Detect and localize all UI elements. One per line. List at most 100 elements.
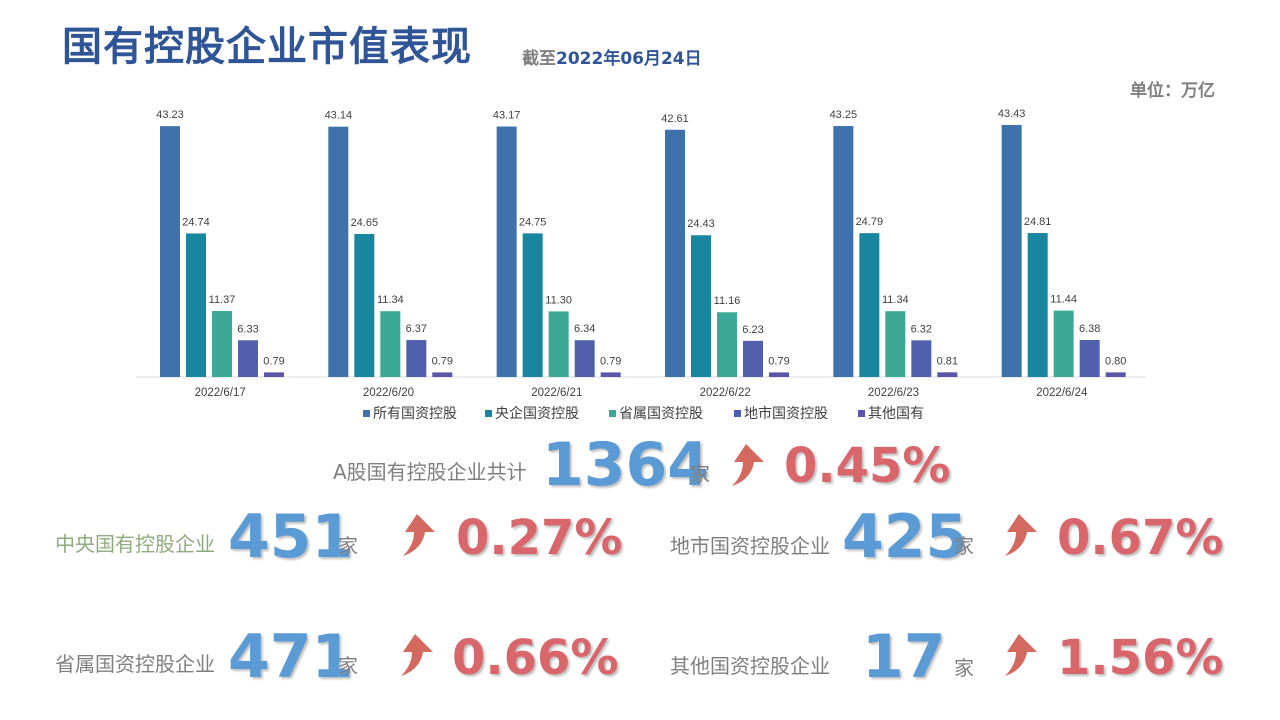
legend-swatch bbox=[609, 410, 616, 417]
bar bbox=[212, 311, 232, 377]
bar bbox=[1053, 310, 1074, 377]
province-unit: 家 bbox=[338, 654, 358, 678]
city-label: 地市国资控股企业 bbox=[670, 534, 830, 558]
legend-swatch bbox=[363, 410, 370, 417]
city-change: 0.67% bbox=[1057, 510, 1224, 566]
data-label: 24.74 bbox=[182, 216, 210, 228]
total-count: 1364 bbox=[542, 430, 709, 500]
data-label: 24.65 bbox=[351, 217, 379, 229]
other-label: 其他国资控股企业 bbox=[670, 654, 830, 678]
market-cap-bar-chart: 43.23 24.74 11.37 6.33 0.79 2022/6/17 43.14 24.… bbox=[136, 108, 1146, 422]
city-unit: 家 bbox=[954, 534, 974, 558]
bar bbox=[354, 233, 375, 377]
x-tick-label: 2022/6/21 bbox=[531, 387, 582, 399]
data-label: 0.79 bbox=[600, 355, 621, 367]
data-label: 0.79 bbox=[263, 355, 284, 367]
legend-label: 其他国有 bbox=[868, 406, 924, 422]
total-unit: 家 bbox=[690, 462, 710, 486]
bar bbox=[691, 235, 711, 377]
bar bbox=[859, 233, 880, 377]
x-tick-label: 2022/6/22 bbox=[700, 387, 751, 399]
bar bbox=[885, 311, 906, 377]
bar bbox=[665, 129, 685, 377]
data-label: 11.34 bbox=[377, 294, 404, 306]
bar bbox=[522, 233, 543, 377]
data-label: 11.34 bbox=[882, 294, 909, 306]
data-label: 43.43 bbox=[998, 108, 1026, 120]
data-label: 11.44 bbox=[1050, 294, 1077, 306]
bar bbox=[496, 126, 517, 377]
legend-label: 地市国资控股 bbox=[744, 405, 828, 422]
bar bbox=[548, 311, 569, 377]
legend-label: 所有国资控股 bbox=[373, 406, 457, 422]
unit-label: 单位：万亿 bbox=[1130, 81, 1215, 101]
central-unit: 家 bbox=[338, 534, 358, 558]
data-label: 6.37 bbox=[406, 323, 427, 335]
up-arrow-icon bbox=[403, 514, 435, 556]
page-title: 国有控股企业市值表现 bbox=[62, 24, 472, 70]
data-label: 0.79 bbox=[432, 355, 453, 367]
bar bbox=[186, 233, 206, 377]
central-change: 0.27% bbox=[456, 510, 623, 566]
province-change: 0.66% bbox=[452, 630, 619, 686]
city-count: 425 bbox=[842, 502, 968, 572]
data-label: 11.16 bbox=[714, 295, 741, 307]
data-label: 6.34 bbox=[574, 323, 595, 335]
other-change: 1.56% bbox=[1057, 630, 1224, 686]
data-label: 43.17 bbox=[493, 110, 521, 122]
bar bbox=[937, 372, 958, 377]
province-count: 471 bbox=[228, 622, 354, 692]
bar bbox=[160, 126, 180, 377]
bar bbox=[600, 372, 621, 377]
bar bbox=[769, 372, 789, 377]
legend-label: 央企国资控股 bbox=[495, 405, 579, 422]
x-tick-label: 2022/6/23 bbox=[868, 387, 919, 399]
data-label: 11.37 bbox=[209, 294, 236, 306]
bar bbox=[911, 340, 932, 377]
x-tick-label: 2022/6/20 bbox=[363, 387, 414, 399]
data-label: 6.32 bbox=[911, 323, 932, 335]
bar bbox=[406, 340, 427, 377]
data-label: 6.33 bbox=[237, 323, 258, 335]
data-label: 6.23 bbox=[742, 324, 763, 336]
legend-label: 省属国资控股 bbox=[619, 406, 703, 422]
total-label: A股国有控股企业共计 bbox=[333, 460, 527, 484]
bar bbox=[1079, 339, 1100, 377]
central-label: 中央国有控股企业 bbox=[55, 532, 215, 556]
central-count: 451 bbox=[228, 502, 354, 572]
x-tick-label: 2022/6/17 bbox=[195, 387, 246, 399]
data-label: 43.25 bbox=[830, 109, 858, 121]
total-change: 0.45% bbox=[784, 438, 951, 494]
data-label: 24.43 bbox=[687, 218, 715, 230]
data-label: 6.38 bbox=[1079, 323, 1100, 335]
bar bbox=[574, 340, 595, 377]
date-prefix: 截至 bbox=[522, 49, 556, 69]
bar bbox=[743, 340, 763, 377]
up-arrow-icon bbox=[401, 634, 433, 676]
legend-swatch bbox=[858, 410, 865, 417]
date-value: 2022年06月24日 bbox=[556, 49, 702, 69]
as-of-date: 截至2022年06月24日 bbox=[522, 44, 702, 69]
data-label: 0.79 bbox=[768, 355, 789, 367]
data-label: 42.61 bbox=[661, 113, 689, 125]
other-unit: 家 bbox=[954, 656, 974, 680]
data-label: 0.81 bbox=[937, 355, 958, 367]
bar bbox=[833, 126, 854, 378]
bar bbox=[1105, 372, 1126, 377]
up-arrow-icon bbox=[732, 444, 764, 486]
other-count: 17 bbox=[862, 622, 946, 692]
bar bbox=[1027, 233, 1048, 377]
x-tick-label: 2022/6/24 bbox=[1036, 387, 1088, 399]
bar bbox=[238, 340, 258, 377]
bar bbox=[717, 312, 737, 377]
data-label: 43.23 bbox=[156, 109, 184, 121]
bar bbox=[264, 372, 284, 377]
up-arrow-icon bbox=[1005, 634, 1037, 676]
data-label: 11.30 bbox=[545, 294, 572, 306]
legend-swatch bbox=[734, 410, 741, 417]
province-label: 省属国资控股企业 bbox=[55, 652, 215, 676]
bar bbox=[432, 372, 453, 377]
up-arrow-icon bbox=[1005, 514, 1037, 556]
data-label: 43.14 bbox=[325, 110, 353, 122]
bar bbox=[1001, 125, 1022, 377]
